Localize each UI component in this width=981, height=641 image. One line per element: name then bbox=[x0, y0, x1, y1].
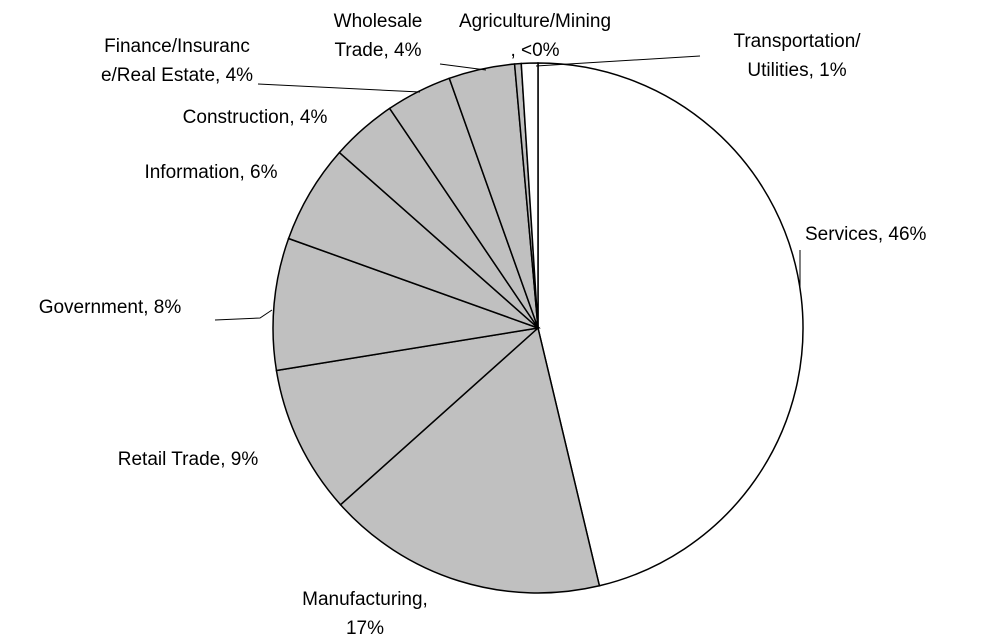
slice-label: Manufacturing, bbox=[302, 589, 428, 610]
slice-label: Utilities, 1% bbox=[747, 60, 846, 81]
leader-line bbox=[214, 309, 273, 321]
slice-label: Services, 46% bbox=[805, 224, 927, 245]
slice-label: e/Real Estate, 4% bbox=[101, 65, 253, 86]
pie-slice bbox=[339, 326, 601, 594]
leader-line bbox=[257, 83, 421, 93]
slice-label: Wholesale bbox=[334, 11, 423, 32]
pie-slice bbox=[272, 237, 541, 372]
slice-label: Transportation/ bbox=[733, 31, 861, 52]
slice-label: Trade, 4% bbox=[335, 40, 422, 61]
slice-label: Agriculture/Mining bbox=[459, 11, 611, 32]
slice-label: Retail Trade, 9% bbox=[118, 449, 259, 470]
pie-slice bbox=[520, 62, 539, 329]
pie-slice bbox=[537, 62, 804, 587]
slice-label: Construction, 4% bbox=[183, 107, 328, 128]
leader-line bbox=[439, 63, 487, 71]
slice-label: Finance/Insuranc bbox=[104, 36, 250, 57]
slice-label: 17% bbox=[346, 618, 384, 639]
slice-label: Government, 8% bbox=[39, 297, 182, 318]
slice-label: , <0% bbox=[510, 40, 559, 61]
leader-line bbox=[535, 55, 701, 67]
pie-slice bbox=[275, 326, 541, 506]
slice-label: Information, 6% bbox=[144, 162, 277, 183]
